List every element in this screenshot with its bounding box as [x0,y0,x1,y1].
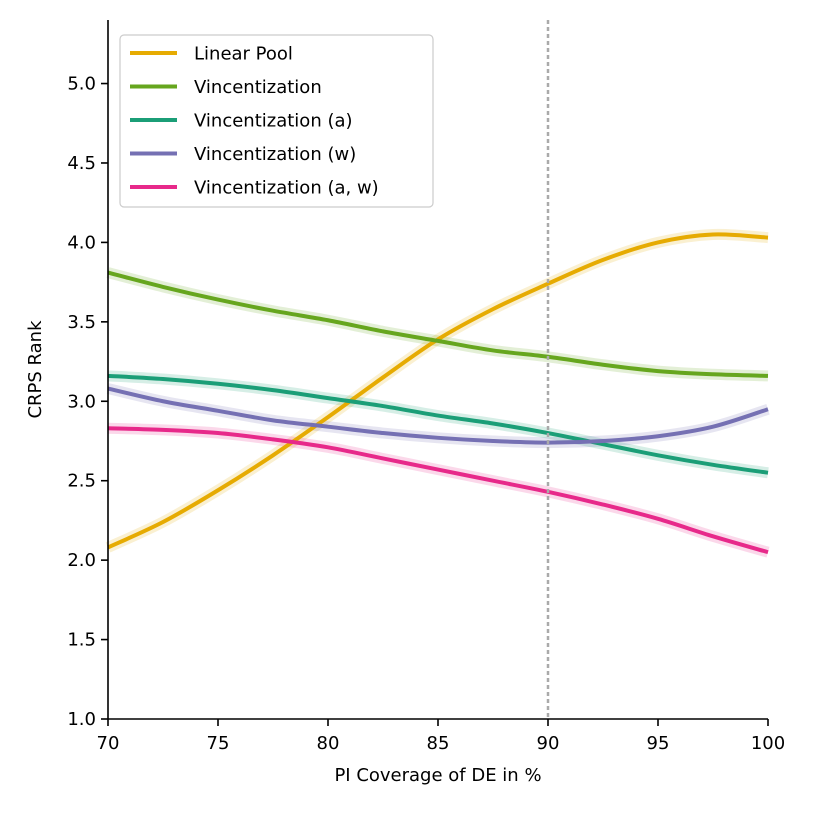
y-tick-label-4: 3.0 [67,391,96,412]
band-series-1 [106,267,769,382]
y-tick-label-0: 1.0 [67,709,96,730]
x-tick-label-4: 90 [537,733,560,754]
line-series-0 [107,232,769,550]
x-tick-label-2: 80 [317,733,340,754]
y-axis-label: CRPS Rank [25,320,46,419]
band-series-0 [105,228,769,553]
legend: Linear Pool Vincentization Vincentization … [119,34,434,208]
line-series-2 [107,373,769,475]
x-tick-label-6: 100 [751,733,785,754]
line-series-4 [107,426,769,555]
y-ticks: 1.0 1.5 2.0 2.5 3.0 3.5 4.0 4.5 5.0 [67,74,108,730]
legend-label-3: Vincentization (w) [194,144,356,165]
x-tick-label-3: 85 [427,733,450,754]
x-tick-label-1: 75 [207,733,230,754]
x-tick-label-5: 95 [647,733,670,754]
line-series-3 [107,386,769,445]
y-tick-label-6: 4.0 [67,232,96,253]
series-lines [107,232,769,555]
y-tick-label-5: 3.5 [67,312,96,333]
legend-label-4: Vincentization (a, w) [194,178,379,199]
x-axis-label: PI Coverage of DE in % [334,765,541,786]
x-ticks: 70 75 80 85 90 95 100 [97,719,785,754]
band-series-4 [107,422,770,558]
legend-label-1: Vincentization [194,77,322,98]
y-tick-label-3: 2.5 [67,471,96,492]
y-tick-label-2: 2.0 [67,550,96,571]
legend-box [119,34,434,208]
legend-label-0: Linear Pool [194,44,293,65]
x-tick-label-0: 70 [97,733,120,754]
line-series-1 [107,270,769,378]
y-tick-label-1: 1.5 [67,630,96,651]
legend-label-2: Vincentization (a) [194,111,353,132]
confidence-bands [105,228,770,558]
y-tick-label-8: 5.0 [67,74,96,95]
y-tick-label-7: 4.5 [67,153,96,174]
